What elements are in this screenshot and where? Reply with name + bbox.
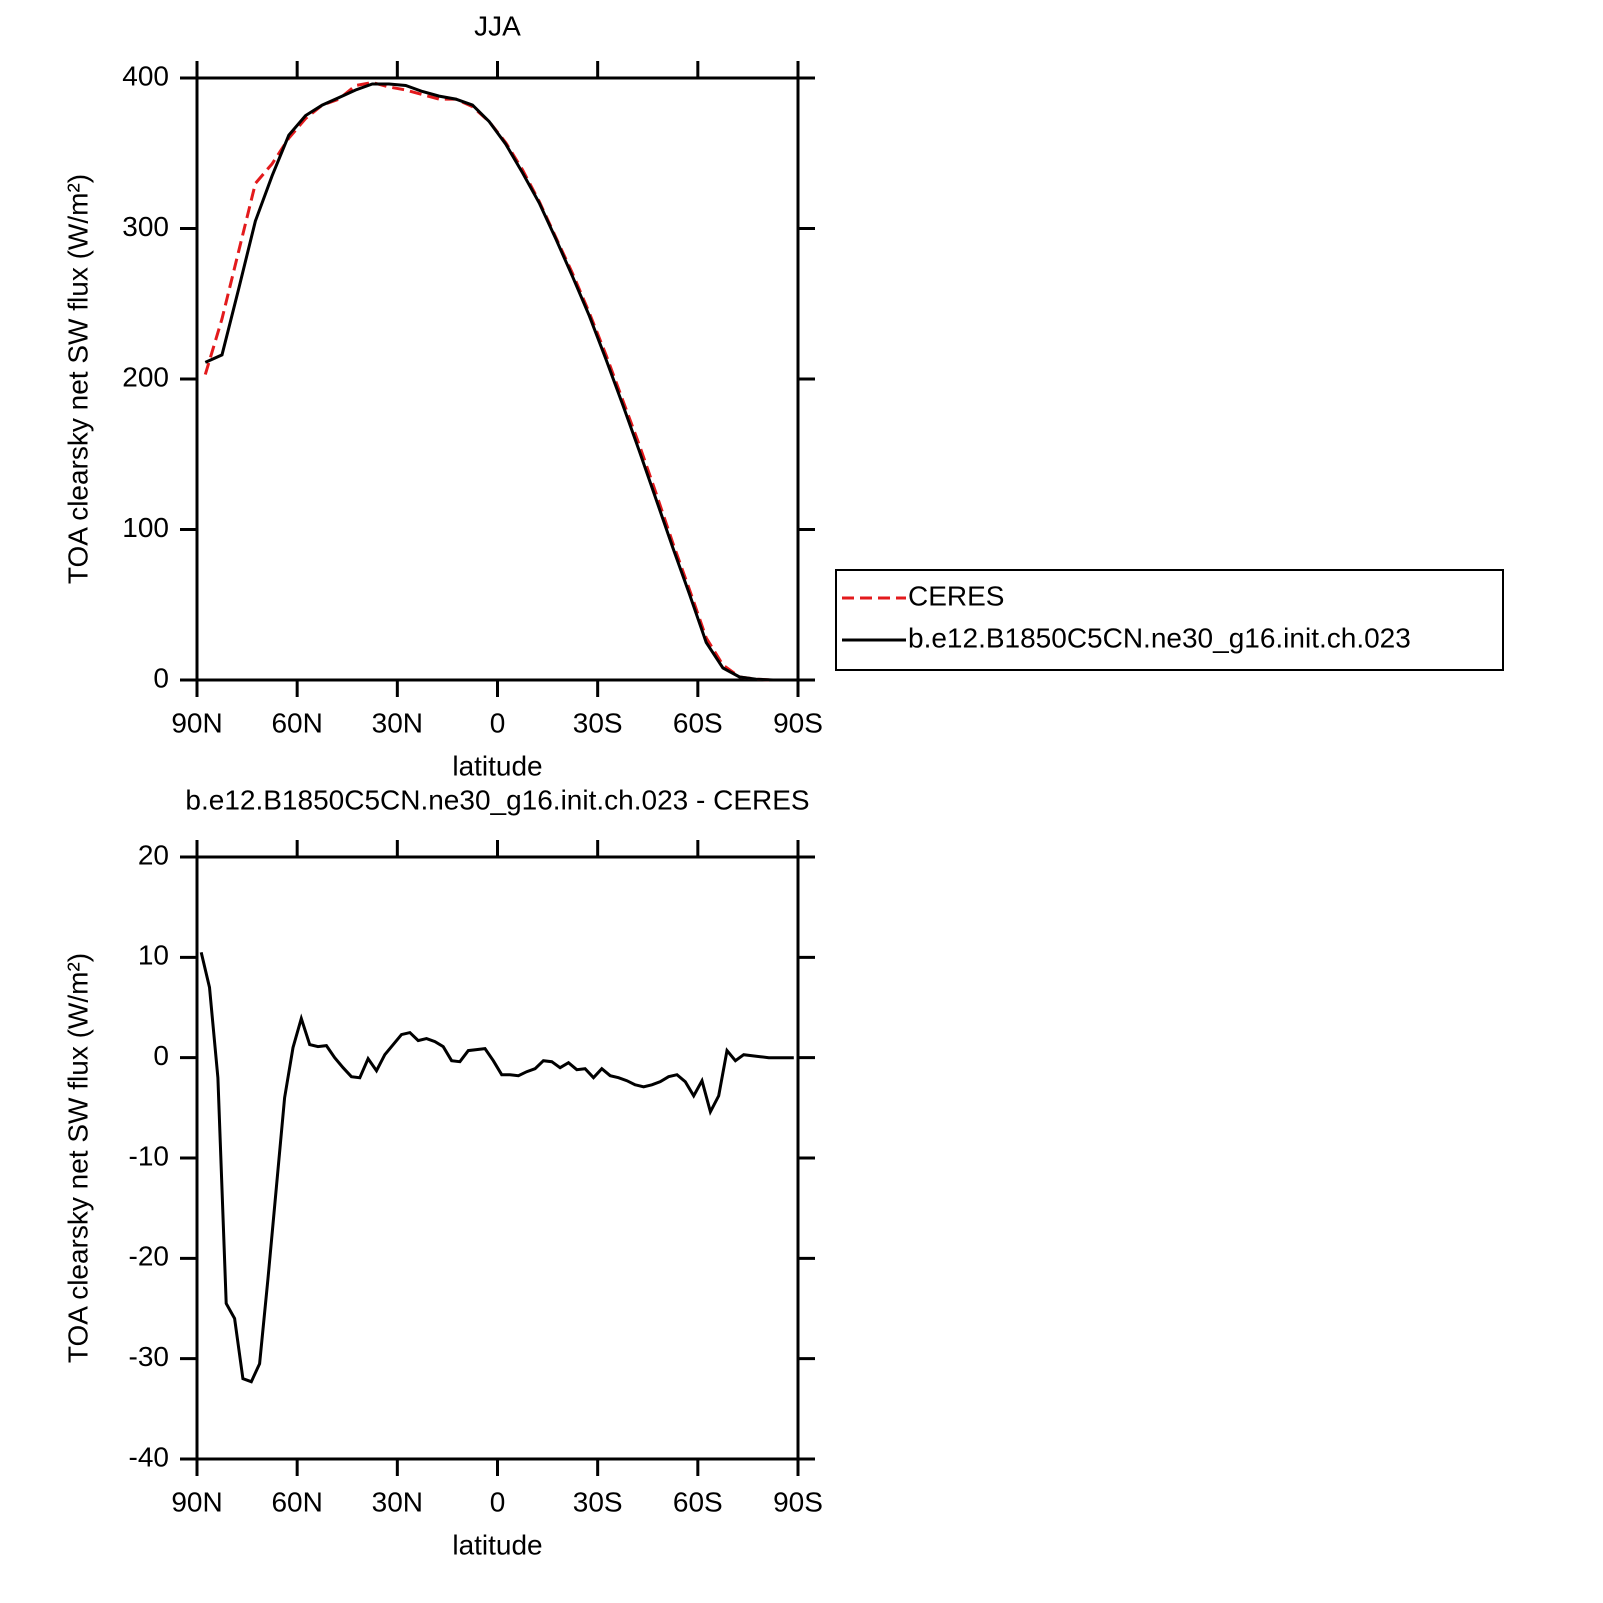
y-tick-label: -20 (129, 1241, 169, 1272)
legend-label: b.e12.B1850C5CN.ne30_g16.init.ch.023 (908, 622, 1411, 653)
x-tick-label: 90N (171, 1486, 222, 1517)
x-tick-label: 0 (490, 707, 506, 738)
data-line (204, 82, 790, 682)
x-tick-label: 60N (271, 707, 322, 738)
y-tick-label: -10 (129, 1140, 169, 1171)
data-line (203, 80, 790, 682)
chart-title: JJA (474, 10, 521, 41)
x-tick-label: 0 (490, 1486, 506, 1517)
data-line (199, 951, 794, 1384)
x-tick-label: 90S (773, 1486, 823, 1517)
chart-title: b.e12.B1850C5CN.ne30_g16.init.ch.023 - C… (185, 784, 809, 815)
legend-label: CERES (908, 580, 1004, 611)
x-tick-label: 90S (773, 707, 823, 738)
legend-box (835, 569, 1504, 671)
x-tick-label: 60S (673, 1486, 723, 1517)
x-tick-label: 30N (372, 707, 423, 738)
y-tick-label: 100 (122, 512, 169, 543)
y-tick-label: 0 (153, 1040, 169, 1071)
y-tick-label: 300 (122, 211, 169, 242)
y-axis-label: TOA clearsky net SW flux (W/m²) (62, 174, 93, 584)
x-tick-label: 30S (573, 1486, 623, 1517)
x-tick-label: 30S (573, 707, 623, 738)
x-tick-label: 90N (171, 707, 222, 738)
y-tick-label: 20 (138, 839, 169, 870)
y-tick-label: 200 (122, 361, 169, 392)
y-tick-label: -30 (129, 1341, 169, 1372)
x-tick-label: 60N (271, 1486, 322, 1517)
x-tick-label: 60S (673, 707, 723, 738)
y-axis-label: TOA clearsky net SW flux (W/m²) (62, 953, 93, 1363)
x-axis-label: latitude (452, 1529, 542, 1560)
y-tick-label: 10 (138, 940, 169, 971)
y-tick-label: -40 (129, 1441, 169, 1472)
y-tick-label: 0 (153, 662, 169, 693)
x-axis-label: latitude (452, 750, 542, 781)
y-tick-label: 400 (122, 60, 169, 91)
plot-frame (195, 76, 800, 682)
plot-frame (195, 855, 800, 1461)
x-tick-label: 30N (372, 1486, 423, 1517)
